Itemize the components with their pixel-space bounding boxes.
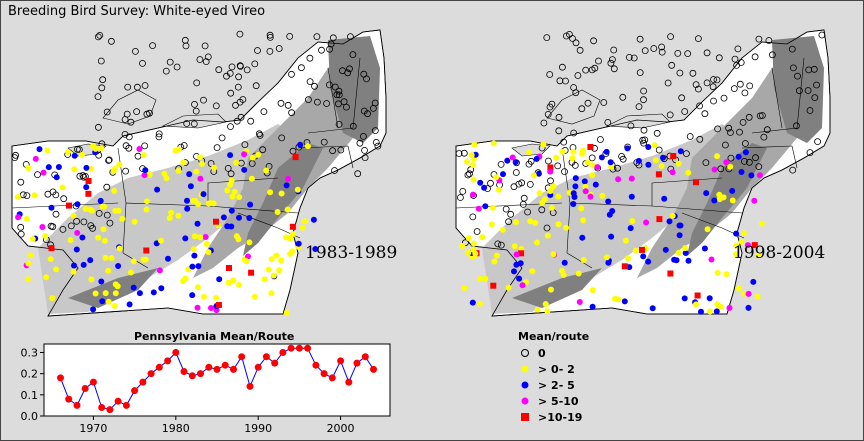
chart-title: Pennsylvania Mean/Route (134, 330, 295, 343)
data-point (197, 370, 204, 378)
data-point (271, 359, 279, 367)
data-point (254, 363, 262, 371)
data-point (262, 353, 270, 361)
data-point (106, 406, 114, 414)
data-point (304, 344, 312, 352)
open-circle-icon (518, 346, 532, 360)
x-tick-label: 1980 (162, 422, 190, 435)
data-point (287, 344, 295, 352)
pennsylvania-chart: 0.0 0.1 0.2 0.3 1970 1980 1990 2000 (21, 343, 391, 435)
legend-item-0-2: > 0- 2 (518, 361, 589, 377)
map-1998-2004 (452, 28, 832, 318)
data-point (361, 353, 369, 361)
y-tick-label: 0.2 (21, 368, 39, 381)
legend-title: Mean/route (518, 330, 590, 343)
magenta-dot-icon (518, 394, 532, 408)
data-point (89, 378, 97, 386)
data-point (337, 357, 345, 365)
data-point (131, 387, 139, 395)
y-tick-label: 0.0 (21, 410, 39, 423)
data-point (279, 349, 287, 356)
legend-item-zero: 0 (518, 345, 589, 361)
data-point (246, 382, 254, 390)
data-point (221, 361, 229, 369)
data-point (81, 385, 89, 392)
legend: Mean/route 0 > 0- 2 > 2- 5 > 5-10 >10-19 (518, 330, 589, 425)
data-point (370, 365, 377, 373)
yellow-dot-icon (518, 362, 532, 376)
y-tick-label: 0.1 (21, 389, 39, 402)
data-point (353, 359, 361, 367)
data-point (205, 363, 213, 371)
data-point (295, 344, 303, 352)
data-point (320, 370, 328, 378)
map-1983-1989 (8, 28, 388, 318)
data-point (172, 349, 180, 356)
x-tick-label: 1990 (244, 422, 272, 435)
data-point (57, 374, 64, 382)
data-point (73, 401, 81, 409)
data-point (98, 404, 106, 411)
x-tick-label: 1970 (79, 422, 107, 435)
period-label-right: 1998-2004 (733, 243, 826, 263)
data-point (164, 357, 172, 365)
data-point (122, 401, 130, 409)
data-point (114, 397, 122, 405)
data-point (147, 370, 155, 378)
legend-item-10-19: >10-19 (518, 409, 589, 425)
legend-item-5-10: > 5-10 (518, 393, 589, 409)
data-point (213, 365, 221, 373)
data-point (238, 353, 246, 361)
data-point (180, 368, 188, 375)
legend-item-2-5: > 2- 5 (518, 377, 589, 393)
data-point (230, 365, 237, 373)
data-point (139, 378, 147, 386)
figure-title: Breeding Bird Survey: White-eyed Vireo (8, 4, 266, 19)
red-square-icon (518, 410, 532, 424)
data-point (65, 395, 73, 403)
period-label-left: 1983-1989 (305, 243, 398, 263)
data-point (345, 378, 353, 386)
blue-dot-icon (518, 378, 532, 392)
x-tick-label: 2000 (327, 422, 355, 435)
y-tick-label: 0.3 (21, 346, 39, 359)
data-point (328, 374, 336, 382)
data-point (312, 361, 320, 369)
data-point (155, 363, 163, 371)
data-point (188, 372, 196, 380)
